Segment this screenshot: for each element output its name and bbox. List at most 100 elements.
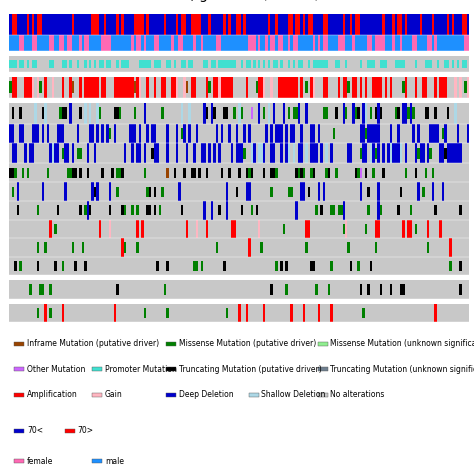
Bar bbox=[154, 187, 156, 197]
Bar bbox=[410, 219, 412, 238]
Bar bbox=[196, 35, 198, 51]
Bar bbox=[29, 14, 32, 35]
Bar bbox=[425, 107, 427, 119]
Bar bbox=[375, 107, 377, 119]
Bar bbox=[233, 35, 236, 51]
Bar bbox=[400, 144, 402, 163]
Bar bbox=[176, 144, 179, 163]
Bar bbox=[62, 14, 64, 35]
Text: GBM, grade IV (n=185): GBM, grade IV (n=185) bbox=[158, 0, 320, 2]
Bar bbox=[422, 35, 425, 51]
Bar bbox=[236, 144, 238, 163]
Bar bbox=[39, 284, 42, 295]
Bar bbox=[335, 167, 337, 178]
Bar bbox=[156, 261, 159, 271]
Bar bbox=[357, 261, 360, 271]
Bar bbox=[91, 124, 94, 144]
Bar bbox=[263, 35, 265, 51]
Bar bbox=[405, 144, 407, 163]
Bar bbox=[373, 60, 375, 68]
Bar bbox=[218, 205, 221, 216]
Bar bbox=[206, 14, 208, 35]
Bar bbox=[300, 14, 303, 35]
Bar bbox=[337, 60, 340, 68]
Bar bbox=[149, 205, 151, 216]
Bar bbox=[425, 14, 427, 35]
Bar bbox=[410, 205, 412, 216]
Bar bbox=[49, 308, 52, 318]
Bar bbox=[189, 124, 191, 144]
Bar bbox=[253, 60, 255, 68]
Bar bbox=[131, 14, 134, 35]
Bar bbox=[442, 144, 445, 163]
Bar bbox=[144, 102, 146, 124]
Bar bbox=[300, 77, 303, 98]
Bar bbox=[435, 35, 437, 51]
Bar bbox=[131, 77, 134, 98]
Bar bbox=[241, 60, 243, 68]
Bar bbox=[345, 77, 347, 98]
Bar bbox=[173, 35, 176, 51]
Bar bbox=[333, 205, 335, 216]
Bar bbox=[231, 14, 233, 35]
Bar bbox=[241, 205, 243, 216]
Bar bbox=[136, 205, 139, 216]
Bar bbox=[360, 60, 363, 68]
Bar bbox=[308, 35, 310, 51]
Bar bbox=[385, 77, 387, 98]
Bar bbox=[360, 124, 363, 144]
Bar bbox=[263, 144, 265, 163]
Bar bbox=[382, 144, 385, 163]
Bar bbox=[32, 60, 34, 68]
Bar bbox=[347, 35, 350, 51]
Bar bbox=[328, 167, 330, 178]
Bar bbox=[67, 35, 69, 51]
Bar bbox=[455, 144, 457, 163]
Bar bbox=[9, 102, 469, 124]
Bar bbox=[208, 82, 211, 93]
Bar bbox=[134, 107, 136, 119]
Bar bbox=[387, 35, 390, 51]
Bar bbox=[373, 14, 375, 35]
Bar bbox=[101, 35, 104, 51]
Bar bbox=[216, 14, 218, 35]
Bar bbox=[166, 124, 169, 144]
Bar bbox=[47, 124, 49, 144]
Bar bbox=[263, 107, 265, 119]
Bar bbox=[37, 77, 39, 98]
Bar bbox=[238, 304, 241, 322]
Bar bbox=[251, 144, 253, 163]
Bar bbox=[390, 124, 392, 144]
Bar bbox=[246, 182, 248, 201]
Bar bbox=[14, 261, 17, 271]
Bar bbox=[439, 14, 442, 35]
Bar bbox=[246, 167, 248, 178]
Bar bbox=[345, 219, 347, 238]
Bar bbox=[91, 77, 94, 98]
Bar bbox=[305, 102, 308, 124]
Bar bbox=[347, 82, 350, 93]
Bar bbox=[54, 14, 57, 35]
Bar bbox=[24, 144, 27, 163]
Bar bbox=[246, 77, 248, 98]
Bar bbox=[72, 35, 74, 51]
Bar bbox=[255, 14, 258, 35]
Bar bbox=[248, 124, 251, 144]
Bar bbox=[459, 284, 462, 295]
Bar bbox=[350, 261, 353, 271]
Bar bbox=[84, 102, 87, 124]
Bar bbox=[181, 35, 183, 51]
Bar bbox=[87, 167, 89, 178]
Bar bbox=[377, 35, 380, 51]
Bar bbox=[69, 167, 72, 178]
Bar bbox=[457, 124, 459, 144]
Bar bbox=[9, 144, 469, 163]
Bar bbox=[449, 14, 452, 35]
Bar bbox=[109, 128, 111, 139]
Bar bbox=[34, 102, 37, 124]
Bar bbox=[273, 102, 275, 124]
Bar bbox=[121, 77, 124, 98]
Bar bbox=[380, 77, 382, 98]
Bar bbox=[14, 342, 24, 346]
Bar bbox=[9, 56, 469, 72]
